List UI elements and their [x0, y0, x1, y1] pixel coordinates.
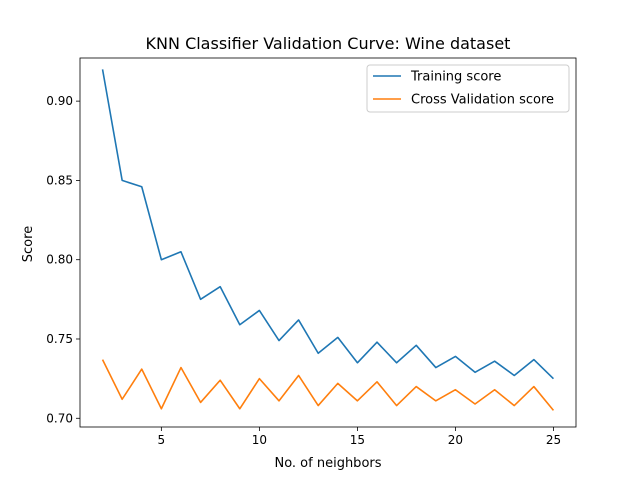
y-axis-label: Score	[21, 226, 36, 262]
y-tick-label: 0.80	[46, 253, 73, 267]
x-tick-label: 10	[252, 433, 267, 447]
legend-label-1: Training score	[410, 70, 501, 85]
y-tick-label: 0.75	[46, 332, 73, 346]
x-tick-label: 5	[158, 433, 166, 447]
x-axis-label: No. of neighbors	[274, 456, 381, 471]
series-line-1	[101, 69, 555, 380]
x-tick-label: 25	[546, 433, 561, 447]
chart-title: KNN Classifier Validation Curve: Wine da…	[146, 34, 511, 53]
x-tick-label: 15	[350, 433, 365, 447]
x-axis: 5 10 15 20 25	[158, 427, 561, 447]
y-axis: 0.70 0.75 0.80 0.85 0.90	[46, 94, 80, 425]
series-layer	[101, 69, 555, 411]
y-tick-label: 0.85	[46, 173, 73, 187]
legend-box	[366, 64, 570, 113]
x-tick-label: 20	[448, 433, 463, 447]
y-tick-label: 0.90	[46, 94, 73, 108]
series-line-2	[101, 359, 555, 411]
legend: Training score Cross Validation score	[366, 64, 570, 113]
y-tick-label: 0.70	[46, 411, 73, 425]
plot-area-frame	[79, 57, 577, 428]
legend-label-2: Cross Validation score	[411, 93, 554, 108]
